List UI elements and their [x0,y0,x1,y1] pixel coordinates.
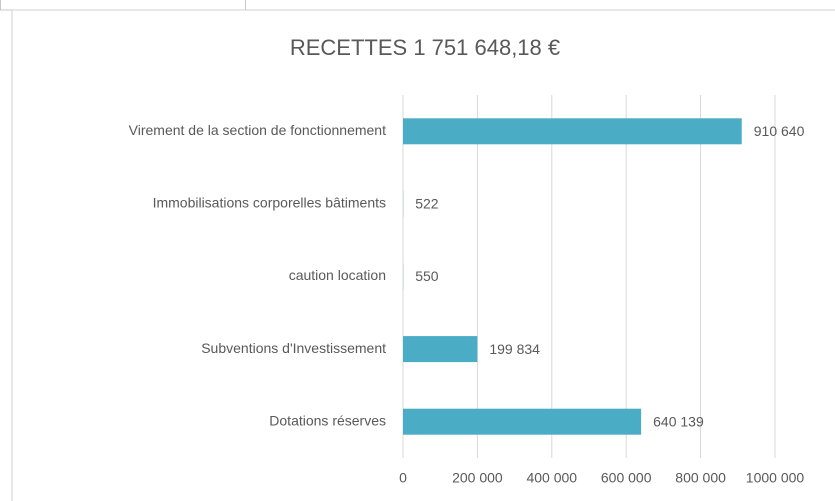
x-tick-label: 1000 000 [746,470,805,486]
data-label: 522 [415,196,439,212]
data-label: 550 [415,268,439,284]
bar [403,408,642,435]
x-tick-label: 800 000 [675,470,726,486]
chart-title: RECETTES 1 751 648,18 € [290,35,560,60]
y-tick-label: Virement de la section de fonctionnement [129,122,386,138]
bar [403,336,478,363]
bar [403,118,742,145]
y-tick-label: caution location [289,267,386,283]
y-tick-label: Immobilisations corporelles bâtiments [153,195,386,211]
x-tick-label: 0 [399,470,407,486]
x-tick-label: 200 000 [452,470,503,486]
data-label: 640 139 [653,413,704,429]
data-label: 910 640 [754,123,805,139]
y-tick-label: Dotations réserves [269,412,386,428]
data-label: 199 834 [489,341,540,357]
x-tick-label: 600 000 [601,470,652,486]
y-tick-label: Subventions d'Investissement [201,340,386,356]
x-tick-label: 400 000 [526,470,577,486]
